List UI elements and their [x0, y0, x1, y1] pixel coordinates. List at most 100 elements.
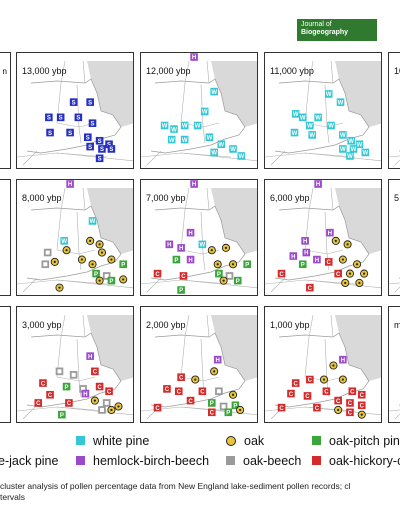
p3000-site-8: C	[46, 390, 54, 399]
svg-text:H: H	[167, 243, 171, 249]
svg-text:W: W	[162, 124, 168, 130]
p2000-site-13: C	[153, 403, 162, 412]
p2000-site-15: P	[224, 408, 233, 417]
svg-text:P: P	[60, 413, 64, 419]
svg-text:C: C	[294, 381, 299, 387]
white-pine-marker	[76, 436, 85, 446]
oak-beech-marker	[226, 456, 235, 466]
p12000-site-2: W	[160, 121, 169, 130]
svg-text:W: W	[200, 243, 206, 249]
panel-age-label: 10	[394, 66, 400, 76]
p13000-site-7: S	[66, 128, 74, 137]
p13000-site-11: S	[86, 142, 94, 151]
p6000-site-16	[355, 278, 364, 288]
map-panel-p3000: H C C P C C H C C C P 3,000 ybp	[16, 306, 134, 423]
p3000-site-10: C	[105, 387, 113, 395]
p3000-site-11	[90, 396, 99, 405]
panel-age-label: 7,000 ybp	[146, 193, 186, 203]
p13000-site-2: S	[45, 113, 53, 122]
svg-text:S: S	[48, 131, 52, 137]
p3000-site-18: P	[58, 410, 66, 419]
left-partial-fragment: n	[2, 67, 7, 76]
svg-text:C: C	[360, 393, 365, 399]
p12000-site-top: H	[190, 53, 198, 61]
p6000-site-17: C	[306, 283, 314, 292]
svg-text:P: P	[174, 258, 178, 264]
svg-text:C: C	[336, 272, 341, 278]
svg-text:C: C	[179, 375, 184, 381]
p13000-site-5: S	[88, 119, 97, 127]
svg-text:W: W	[230, 147, 236, 153]
p6000-site-9	[352, 260, 362, 269]
p7000-site-13: P	[215, 269, 223, 278]
panel-age-label: 11,000 ybp	[270, 66, 314, 76]
svg-text:S: S	[98, 139, 102, 145]
p8000-site-14	[102, 272, 111, 280]
p11000-site-0: W	[324, 90, 333, 98]
svg-text:W: W	[357, 142, 363, 148]
p6000-site-11: C	[277, 269, 286, 278]
p3000-site-17	[107, 405, 116, 415]
svg-text:S: S	[47, 116, 51, 122]
svg-text:C: C	[324, 389, 329, 395]
panel-age-label: 12,000 ybp	[146, 66, 191, 76]
svg-text:W: W	[292, 131, 298, 137]
journal-badge: Journal of Biogeography	[297, 19, 377, 41]
p1000-site-1	[329, 361, 338, 370]
p12000-site-12: W	[237, 152, 246, 160]
svg-text:S: S	[76, 116, 80, 122]
svg-text:C: C	[308, 378, 313, 384]
panel-age-label: 2,000 ybp	[146, 320, 186, 330]
p7000-site-top: H	[190, 180, 198, 188]
legend-item-oak-beech: oak-beech	[226, 454, 301, 468]
svg-text:W: W	[211, 90, 217, 96]
legend-item-oak-pitch-pine: oak-pitch pine	[312, 434, 400, 448]
p6000-site-10: C	[324, 258, 333, 266]
svg-text:W: W	[338, 100, 344, 106]
p12000-site-6: W	[167, 135, 176, 144]
svg-text:P: P	[245, 262, 249, 268]
p6000-site-13	[345, 269, 355, 278]
legend-item-hemlock: hemlock-birch-beech	[76, 454, 209, 468]
svg-text:C: C	[327, 260, 332, 266]
p8000-site-9	[88, 260, 97, 269]
p2000-site-8	[228, 390, 238, 399]
svg-text:C: C	[188, 399, 193, 405]
p11000-site-15: W	[346, 152, 354, 160]
svg-text:W: W	[238, 154, 244, 160]
p13000-site-1: S	[86, 98, 94, 106]
p8000-site-1: W	[60, 237, 68, 245]
p8000-site-18	[119, 275, 128, 284]
p3000-site-4: C	[39, 379, 47, 387]
svg-text:C: C	[41, 381, 46, 387]
svg-text:C: C	[67, 401, 72, 407]
p2000-site-10: P	[208, 399, 216, 407]
p11000-site-14: W	[361, 148, 370, 157]
svg-text:P: P	[65, 385, 69, 391]
p2000-site-5: C	[174, 387, 183, 395]
svg-text:C: C	[107, 389, 112, 395]
p13000-site-3: S	[56, 113, 65, 122]
p13000-site-9: S	[95, 136, 104, 145]
map-panel-p5000: 5	[388, 179, 400, 296]
p2000-site-12: P	[231, 401, 240, 409]
legend-label: oak-hickory-c	[329, 454, 400, 468]
svg-text:S: S	[59, 116, 63, 122]
p2000-site-3	[191, 375, 200, 384]
p1000-site-4	[319, 375, 329, 384]
journal-title-line2: Biogeography	[301, 29, 349, 36]
p11000-site-5: W	[327, 121, 335, 130]
p3000-site-14: C	[65, 399, 73, 407]
p12000-site-10: W	[229, 145, 237, 153]
svg-text:S: S	[88, 145, 92, 151]
svg-text:W: W	[340, 147, 346, 153]
svg-text:S: S	[91, 121, 95, 127]
p2000-site-16	[236, 405, 245, 415]
p13000-site-6: S	[46, 128, 54, 137]
svg-text:C: C	[155, 406, 160, 412]
svg-text:C: C	[336, 399, 341, 405]
legend-label: oak	[244, 434, 265, 448]
svg-text:C: C	[200, 389, 205, 395]
svg-text:P: P	[210, 401, 214, 407]
